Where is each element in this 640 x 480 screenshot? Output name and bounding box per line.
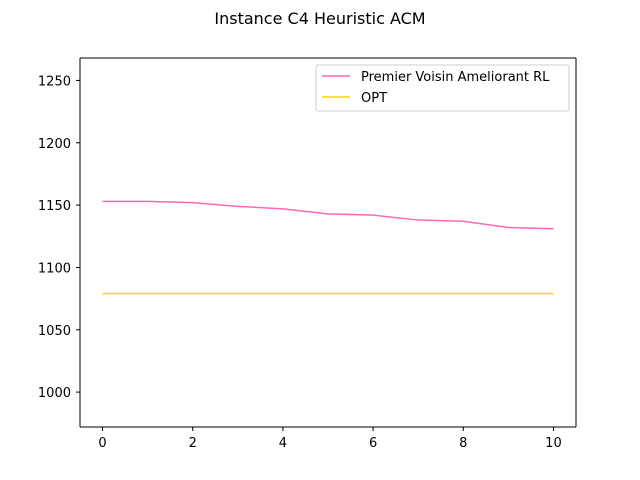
- y-tick-label-3: 1150: [38, 199, 71, 214]
- legend-label-series-0: Premier Voisin Ameliorant RL: [361, 70, 550, 85]
- x-axis-ticks: 0 2 4 6 8 10: [98, 427, 562, 451]
- series-line-0: [102, 200, 554, 230]
- x-tick-label-4: 8: [459, 436, 467, 451]
- x-tick-label-3: 6: [369, 436, 377, 451]
- x-tick-label-1: 2: [189, 436, 197, 451]
- chart-title: Instance C4 Heuristic ACM: [214, 9, 425, 28]
- x-tick-label-2: 4: [279, 436, 287, 451]
- y-tick-label-4: 1200: [38, 137, 71, 152]
- x-tick-label-0: 0: [98, 436, 106, 451]
- y-axis-ticks: 1000 1050 1100 1150 1200 1250: [38, 74, 80, 401]
- x-tick-label-5: 10: [545, 436, 562, 451]
- axes-frame: [79, 57, 577, 428]
- y-tick-label-1: 1050: [38, 324, 71, 339]
- legend-box: [315, 64, 570, 112]
- legend: Premier Voisin Ameliorant RL OPT: [315, 64, 570, 112]
- series-layer: [102, 200, 554, 295]
- y-tick-label-0: 1000: [38, 386, 71, 401]
- y-tick-label-2: 1100: [38, 261, 71, 276]
- legend-label-series-1: OPT: [361, 91, 387, 106]
- plot-area: [80, 58, 576, 427]
- y-tick-label-5: 1250: [38, 74, 71, 89]
